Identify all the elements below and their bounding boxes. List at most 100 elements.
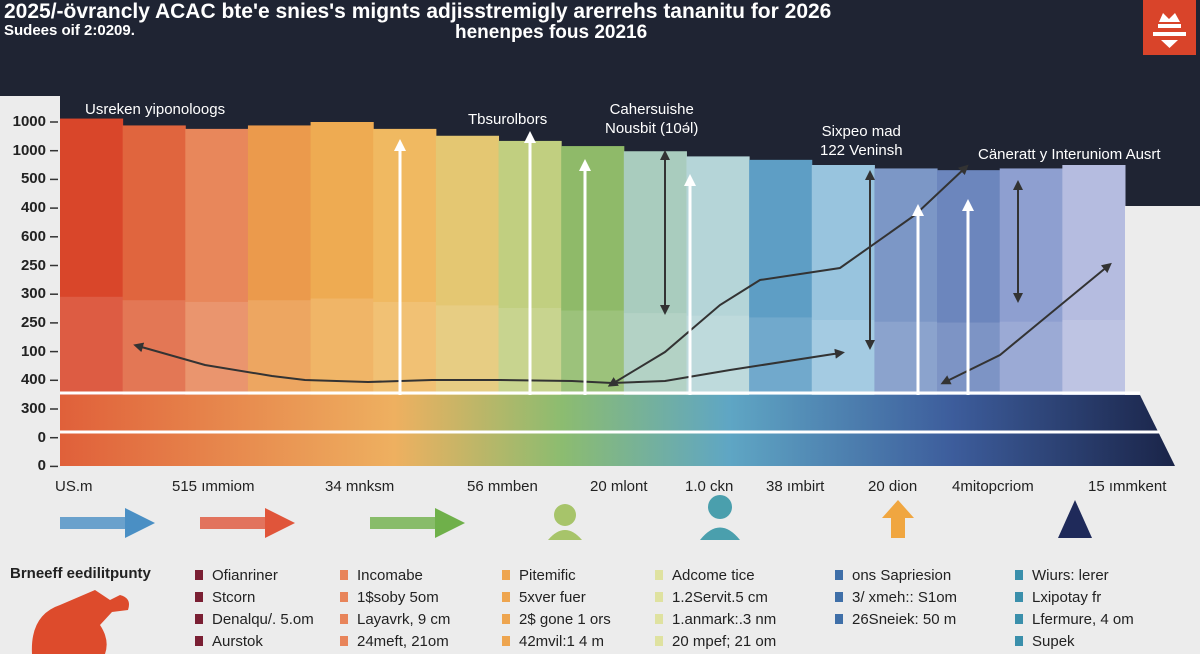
legend-item: 1$soby 5om <box>340 586 450 608</box>
y-tick-label: 250 <box>20 313 46 331</box>
watering-can-icon <box>31 590 129 654</box>
bar-highlight <box>122 300 186 395</box>
legend-item: Adcome tice <box>655 564 776 586</box>
x-tick-label: US.m <box>55 478 93 495</box>
legend-label: 1$soby 5om <box>357 588 439 606</box>
legend-label: Supek <box>1032 632 1075 650</box>
arrow-right-icon <box>370 517 440 529</box>
legend-label: Pitemific <box>519 566 576 584</box>
chart-right-bg <box>1125 206 1200 395</box>
legend-swatch <box>655 636 663 646</box>
legend-swatch <box>340 614 348 624</box>
column-label: Tbsurolbors <box>468 111 548 128</box>
bar-highlight <box>686 315 750 395</box>
y-tick-label: 600 <box>20 227 46 245</box>
legend-swatch <box>1015 636 1023 646</box>
page-title: 2025/-övrancly ACAC bte'e snies's mignts… <box>4 0 832 23</box>
legend-label: Denalqu/. 5.om <box>212 610 314 628</box>
page-subtitle: Sudees oif 2:0209. <box>4 22 135 39</box>
legend-label: Stcorn <box>212 588 256 606</box>
legend-swatch <box>195 614 203 624</box>
legend-label: 3/ xmeh:: S1om <box>852 588 958 606</box>
bar-highlight <box>1062 320 1126 395</box>
legend-item: Lxipotay fr <box>1015 586 1134 608</box>
crown-shield-icon <box>1143 0 1196 55</box>
bar-highlight <box>185 301 249 395</box>
y-tick-label: 0 <box>37 428 46 446</box>
legend-item: 1.2Servit.5 cm <box>655 586 776 608</box>
y-tick-label: 300 <box>20 285 46 303</box>
legend-label: 5xver fuer <box>519 588 586 606</box>
trend-line <box>940 262 1112 385</box>
legend-label: 2$ gone 1 ors <box>519 610 611 628</box>
legend-label: Aurstok <box>212 632 263 650</box>
legend-item: 1.anmark:.3 nm <box>655 608 776 630</box>
legend-swatch <box>195 570 203 580</box>
arrow-right-icon <box>60 517 130 529</box>
legend-label: 42mvil:1 4 m <box>519 632 605 650</box>
legend-label: ons Sapriesion <box>852 566 952 584</box>
legend-swatch <box>1015 592 1023 602</box>
x-tick-label: 20 mlont <box>590 478 648 495</box>
y-tick-label: 400 <box>20 371 46 389</box>
legend-swatch <box>835 570 843 580</box>
legend-item: Denalqu/. 5.om <box>195 608 314 630</box>
legend-swatch <box>502 614 510 624</box>
legend-item: ons Sapriesion <box>835 564 957 586</box>
legend-swatch <box>655 614 663 624</box>
legend-item: 20 mpef; 21 om <box>655 630 776 652</box>
legend-item: Lfermure, 4 om <box>1015 608 1134 630</box>
legend-item: 26Sneiek: 50 m <box>835 608 957 630</box>
person-icon <box>554 504 576 526</box>
legend-swatch <box>835 592 843 602</box>
person-icon <box>548 530 582 540</box>
legend-item: Aurstok <box>195 630 314 652</box>
legend-label: 1.2Servit.5 cm <box>672 588 768 606</box>
page-subtitle-secondary: henenpes fous 20216 <box>455 22 648 43</box>
x-tick-label: 20 dion <box>868 478 918 495</box>
bar-highlight <box>435 305 500 395</box>
x-tick-label: 15 ımmkent <box>1088 478 1167 495</box>
legend-column: Adcome tice 1.2Servit.5 cm 1.anmark:.3 nm 2… <box>655 564 776 652</box>
legend-item: 3/ xmeh:: S1om <box>835 586 957 608</box>
legend-swatch <box>1015 570 1023 580</box>
legend-swatch <box>502 570 510 580</box>
y-tick-label: 1000 <box>12 141 46 159</box>
legend-swatch <box>340 636 348 646</box>
legend-column: Pitemific 5xver fuer 2$ gone 1 ors 42mvil:1… <box>502 564 611 652</box>
bar-highlight <box>999 321 1063 395</box>
person-icon <box>700 527 740 540</box>
y-tick-label: 500 <box>20 170 46 188</box>
legend-label: Adcome tice <box>672 566 755 584</box>
column-label: Sixpeo mad 122 Veninsh <box>820 123 903 159</box>
legend-item: 2$ gone 1 ors <box>502 608 611 630</box>
legend-column: Incomabe 1$soby 5om Layavrk, 9 cm 24meft, 2… <box>340 564 450 652</box>
y-tick-label: 250 <box>20 256 46 274</box>
y-tick-label: 300 <box>20 400 46 417</box>
x-tick-label: 56 mmben <box>467 478 538 495</box>
person-icon <box>708 495 732 519</box>
column-label: Cäneratt y Interuniom Ausrt <box>978 146 1161 163</box>
legend-swatch <box>655 592 663 602</box>
legend-label: Layavrk, 9 cm <box>357 610 451 628</box>
bar-highlight <box>811 320 875 395</box>
header <box>0 0 1200 96</box>
legend-swatch <box>1015 614 1023 624</box>
triangle-up-icon <box>1058 500 1092 538</box>
legend-item: Incomabe <box>340 564 450 586</box>
legend-item: Pitemific <box>502 564 611 586</box>
legend-label: Wiurs: lerer <box>1032 566 1109 584</box>
column-label: Cahersuishe Nousbit (10ǝ́l) <box>605 101 699 137</box>
y-tick-label: 0 <box>37 457 46 475</box>
legend-label: 24meft, 21om <box>357 632 449 650</box>
legend-item: Layavrk, 9 cm <box>340 608 450 630</box>
bar-highlight <box>874 321 938 395</box>
legend-swatch <box>340 570 348 580</box>
legend-swatch <box>835 614 843 624</box>
x-tick-label: 38 ımbirt <box>766 478 825 495</box>
y-tick-label: 1000 <box>12 113 46 130</box>
x-tick-label: 1.0 ckn <box>685 478 734 495</box>
legend-item: Ofianriner <box>195 564 314 586</box>
